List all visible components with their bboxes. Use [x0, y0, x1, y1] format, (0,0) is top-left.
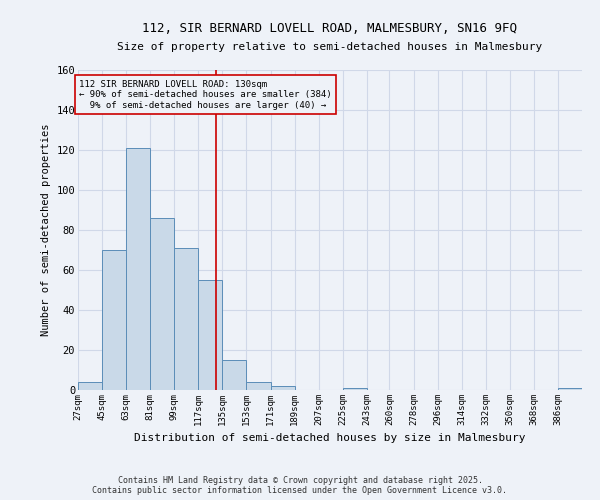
- Bar: [126, 148, 150, 390]
- Bar: [150, 218, 174, 390]
- Text: 112, SIR BERNARD LOVELL ROAD, MALMESBURY, SN16 9FQ: 112, SIR BERNARD LOVELL ROAD, MALMESBURY…: [143, 22, 517, 36]
- Bar: [174, 248, 199, 390]
- X-axis label: Distribution of semi-detached houses by size in Malmesbury: Distribution of semi-detached houses by …: [134, 434, 526, 444]
- Text: 112 SIR BERNARD LOVELL ROAD: 130sqm
← 90% of semi-detached houses are smaller (3: 112 SIR BERNARD LOVELL ROAD: 130sqm ← 90…: [79, 80, 332, 110]
- Bar: [247, 382, 271, 390]
- Text: Contains HM Land Registry data © Crown copyright and database right 2025.
Contai: Contains HM Land Registry data © Crown c…: [92, 476, 508, 495]
- Bar: [558, 388, 582, 390]
- Bar: [271, 386, 295, 390]
- Bar: [199, 280, 223, 390]
- Bar: [343, 388, 367, 390]
- Bar: [102, 250, 126, 390]
- Bar: [223, 360, 247, 390]
- Bar: [78, 382, 102, 390]
- Y-axis label: Number of semi-detached properties: Number of semi-detached properties: [41, 124, 51, 336]
- Text: Size of property relative to semi-detached houses in Malmesbury: Size of property relative to semi-detach…: [118, 42, 542, 52]
